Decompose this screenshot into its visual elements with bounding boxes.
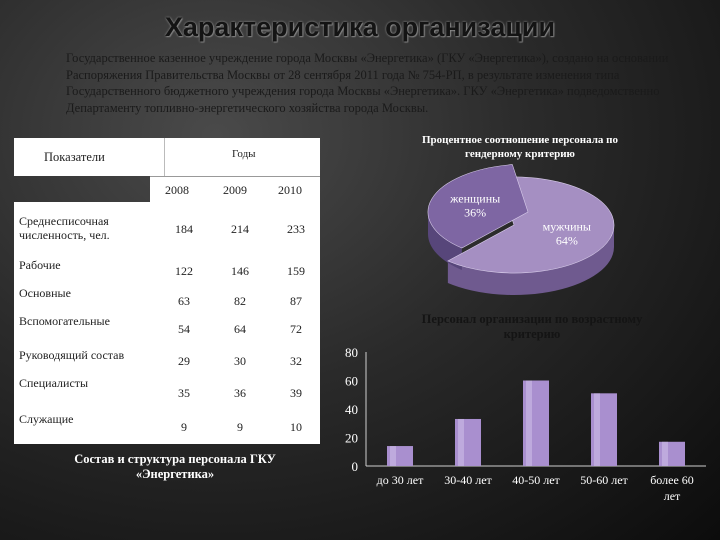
table-cell: 29: [178, 354, 190, 368]
pie-label-name: женщины: [449, 192, 500, 206]
y-tick-label: 60: [345, 374, 358, 389]
x-tick-label: 40-50 лет: [512, 473, 560, 487]
table-cell: 35: [178, 386, 190, 400]
table-cell: 64: [234, 322, 246, 336]
row-label: Вспомогательные: [19, 314, 110, 328]
table-cell: 63: [178, 294, 190, 308]
bar-highlight: [594, 393, 600, 466]
row-label: Служащие: [19, 412, 74, 426]
table-cell: 36: [234, 386, 246, 400]
row-label: Среднесписочная численность, чел.: [19, 214, 110, 242]
y-tick-label: 0: [352, 459, 359, 474]
year-cell: 2010: [278, 183, 302, 197]
y-tick-label: 80: [345, 345, 358, 360]
x-tick-label: более 60: [650, 473, 694, 487]
table-body: Среднесписочная численность, чел. 184 214 2…: [14, 202, 320, 444]
row-label: Специалисты: [19, 376, 89, 390]
table-cell: 214: [231, 222, 249, 236]
years-row: 2008 2009 2010: [150, 176, 320, 203]
bar-highlight: [458, 418, 464, 466]
intro-text: Государственное казенное учреждение горо…: [66, 51, 669, 115]
x-tick-label: 30-40 лет: [444, 473, 492, 487]
page-title: Характеристика организации: [164, 12, 556, 42]
pie-label-value: 64%: [556, 233, 578, 247]
table-cell: 9: [181, 420, 187, 434]
table-cell: 146: [231, 264, 249, 278]
header-indicators: Показатели: [44, 150, 105, 164]
bar-highlight: [390, 446, 396, 466]
year-cell: 2009: [223, 183, 247, 197]
pie-label-value: 36%: [464, 206, 486, 220]
x-tick-label: до 30 лет: [377, 473, 424, 487]
table-cell: 233: [287, 222, 305, 236]
row-label: Основные: [19, 286, 71, 300]
y-tick-label: 40: [345, 402, 358, 417]
table-cell: 122: [175, 264, 193, 278]
pie-slice-side: [428, 212, 462, 271]
pie-chart-title: Процентное соотношение персонала по генд…: [422, 134, 618, 160]
bar-highlight: [662, 441, 668, 466]
row-label: Рабочие: [19, 258, 61, 272]
x-tick-label: лет: [664, 489, 681, 503]
table-cell: 10: [290, 420, 302, 434]
table-cell: 32: [290, 354, 302, 368]
table-cell: 30: [234, 354, 246, 368]
table-cell: 54: [178, 322, 190, 336]
table-cell: 39: [290, 386, 302, 400]
year-cell: 2008: [165, 183, 189, 197]
row-label: Руководящий состав: [19, 348, 125, 362]
table-cell: 9: [237, 420, 243, 434]
table-cell: 159: [287, 264, 305, 278]
pie-slice-мужчины: [447, 176, 615, 274]
table-cell: 82: [234, 294, 246, 308]
bar-highlight: [526, 380, 532, 466]
header-years: Годы: [232, 148, 256, 160]
y-tick-label: 20: [345, 431, 358, 446]
bar-chart-title: Персонал организации по возрастному крит…: [421, 312, 643, 341]
header-divider: [164, 138, 165, 176]
table-cell: 72: [290, 322, 302, 336]
table-cell: 87: [290, 294, 302, 308]
table-caption: Состав и структура персонала ГКУ «Энерге…: [74, 452, 276, 481]
table-cell: 184: [175, 222, 193, 236]
x-tick-label: 50-60 лет: [580, 473, 628, 487]
pie-slice-side: [447, 225, 614, 296]
pie-label-name: мужчины: [543, 219, 591, 233]
table-header: Показатели Годы: [14, 138, 320, 176]
pie-slice-женщины: [427, 164, 529, 249]
